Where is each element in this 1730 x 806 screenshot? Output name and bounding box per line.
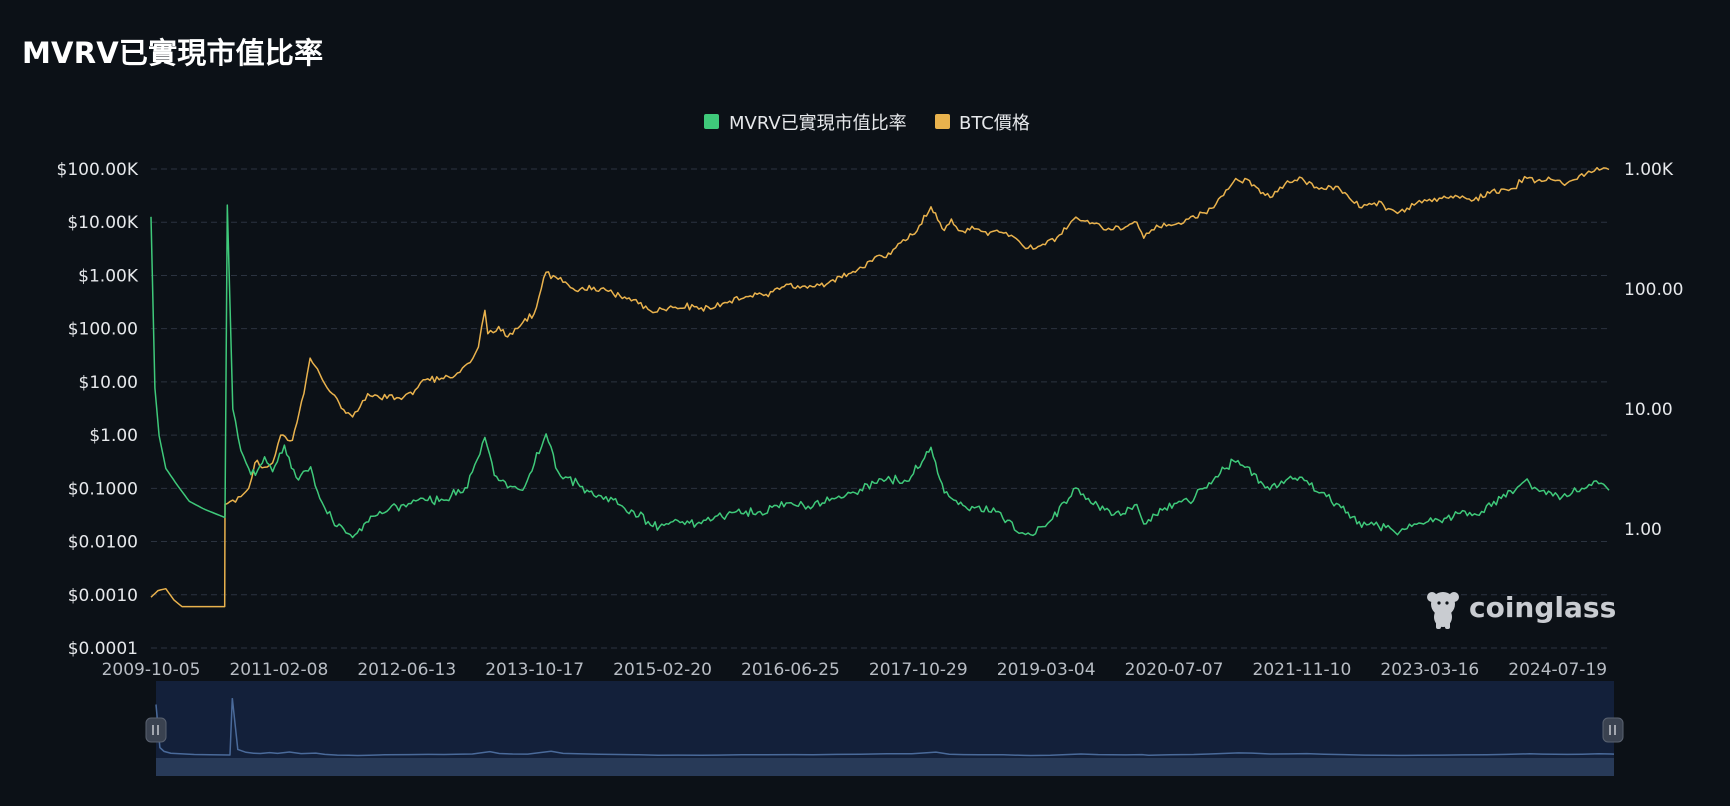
y-left-tick-label: $1.00K — [78, 266, 139, 286]
legend-label-btc: BTC價格 — [959, 113, 1030, 134]
y-left-tick-label: $0.0010 — [68, 586, 138, 606]
x-tick-label: 2020-07-07 — [1125, 660, 1224, 680]
y-right-tick-label: 1.00 — [1624, 520, 1662, 540]
y-left-tick-label: $0.0100 — [68, 533, 138, 553]
legend: MVRV已實現市值比率 BTC價格 — [704, 113, 1030, 134]
y-left-tick-label: $100.00K — [57, 160, 139, 180]
y-left-tick-label: $100.00 — [68, 320, 138, 340]
plot-area — [150, 166, 1610, 608]
x-tick-label: 2019-03-04 — [997, 660, 1096, 680]
y-left-tick-label: $1.00 — [89, 426, 138, 446]
series-line-btc-price — [150, 166, 1610, 608]
y-left-tick-label: $0.1000 — [68, 479, 138, 499]
y-axis-left: $0.0001 $0.0010 $0.0100 $0.1000 $1.00 $10.00 $… — [57, 160, 139, 659]
watermark: coinglass — [1427, 591, 1616, 629]
x-axis: 2009-10-05 2011-02-08 2012-06-13 2013-10-17… — [102, 660, 1607, 680]
range-navigator[interactable] — [145, 681, 1624, 776]
x-tick-label: 2024-07-19 — [1508, 660, 1607, 680]
y-left-tick-label: $0.0001 — [68, 639, 138, 659]
drag-handle-icon — [1609, 725, 1616, 735]
y-right-tick-label: 100.00 — [1624, 280, 1683, 300]
series-line-mvrv — [150, 204, 1610, 539]
x-tick-label: 2021-11-10 — [1253, 660, 1352, 680]
coinglass-logo-icon — [1427, 592, 1459, 629]
drag-handle-icon — [152, 725, 159, 735]
legend-item-mvrv[interactable]: MVRV已實現市值比率 — [704, 113, 907, 134]
watermark-text: coinglass — [1469, 591, 1616, 624]
navigator-series-line — [155, 698, 1615, 757]
x-tick-label: 2011-02-08 — [229, 660, 328, 680]
x-tick-label: 2009-10-05 — [102, 660, 201, 680]
legend-swatch-mvrv — [704, 114, 719, 129]
navigator-left-handle[interactable] — [145, 717, 167, 743]
navigator-right-handle[interactable] — [1602, 717, 1624, 743]
x-tick-label: 2012-06-13 — [357, 660, 456, 680]
y-left-tick-label: $10.00 — [79, 373, 138, 393]
x-tick-label: 2016-06-25 — [741, 660, 840, 680]
legend-swatch-btc — [935, 114, 950, 129]
y-left-tick-label: $10.00K — [67, 213, 138, 233]
page-title: MVRV已實現市值比率 — [22, 36, 324, 70]
x-tick-label: 2013-10-17 — [485, 660, 584, 680]
x-tick-label: 2015-02-20 — [613, 660, 712, 680]
grid-lines — [151, 168, 1609, 649]
legend-label-mvrv: MVRV已實現市值比率 — [729, 113, 907, 134]
y-right-tick-label: 10.00 — [1624, 400, 1673, 420]
navigator-baseline — [156, 758, 1614, 776]
y-axis-right: 1.00 10.00 100.00 1.00K — [1624, 160, 1683, 540]
x-tick-label: 2017-10-29 — [869, 660, 968, 680]
y-right-tick-label: 1.00K — [1624, 160, 1674, 180]
legend-item-btc[interactable]: BTC價格 — [935, 113, 1030, 134]
x-tick-label: 2023-03-16 — [1380, 660, 1479, 680]
